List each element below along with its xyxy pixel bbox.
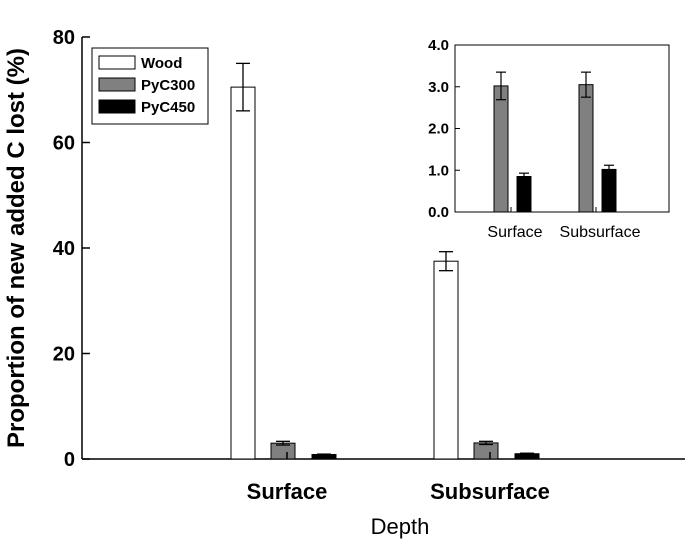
- inset-error-bar: [581, 71, 591, 98]
- bar-wood-subsurface: [433, 260, 459, 460]
- inset-y-tick-label: 2.0: [428, 121, 449, 138]
- legend-swatch: [98, 55, 136, 70]
- y-tick-label: 0: [64, 449, 75, 471]
- inset-error-bar: [604, 164, 614, 175]
- inset-y-tick-label: 1.0: [428, 162, 449, 179]
- inset-bar-pyc300-subsurface: [578, 84, 594, 213]
- error-bar: [276, 440, 290, 446]
- inset-x-category-label: Subsurface: [560, 224, 641, 241]
- y-tick-label: 80: [53, 27, 75, 49]
- inset-bar-pyc450-subsurface: [601, 168, 617, 213]
- legend-entry: Wood: [141, 55, 182, 72]
- inset-bar-pyc450-surface: [516, 176, 532, 213]
- inset-frame: [454, 44, 670, 213]
- error-bar: [479, 440, 493, 446]
- x-category-label: Surface: [247, 479, 328, 504]
- y-axis-label: Proportion of new added C lost (%): [3, 48, 30, 448]
- bar-wood-surface: [230, 86, 256, 460]
- y-tick-label: 60: [53, 133, 75, 155]
- inset-error-bar: [519, 172, 529, 181]
- legend: Wood PyC300 PyC450: [91, 47, 209, 125]
- error-bar: [236, 62, 250, 112]
- inset-chart: 0.0 1.0 2.0 3.0 4.0 Surface Subsurface: [428, 37, 670, 241]
- inset-y-tick-label: 3.0: [428, 79, 449, 96]
- bar-pyc300-subsurface: [473, 442, 499, 460]
- y-tick-label: 20: [53, 344, 75, 366]
- legend-entry: PyC450: [141, 99, 195, 116]
- inset-y-tick-label: 0.0: [428, 204, 449, 221]
- inset-bar-pyc300-surface: [493, 85, 509, 213]
- legend-swatch: [98, 77, 136, 92]
- error-bar: [439, 251, 453, 272]
- x-category-label: Subsurface: [430, 479, 550, 504]
- x-axis-label: Depth: [371, 514, 430, 539]
- y-tick-label: 40: [53, 238, 75, 260]
- error-bar: [520, 452, 534, 455]
- inset-x-category-label: Surface: [487, 224, 542, 241]
- inset-error-bar: [496, 71, 506, 101]
- legend-entry: PyC300: [141, 77, 195, 94]
- inset-y-tick-label: 4.0: [428, 37, 449, 54]
- error-bar: [317, 453, 331, 456]
- legend-swatch: [98, 99, 136, 114]
